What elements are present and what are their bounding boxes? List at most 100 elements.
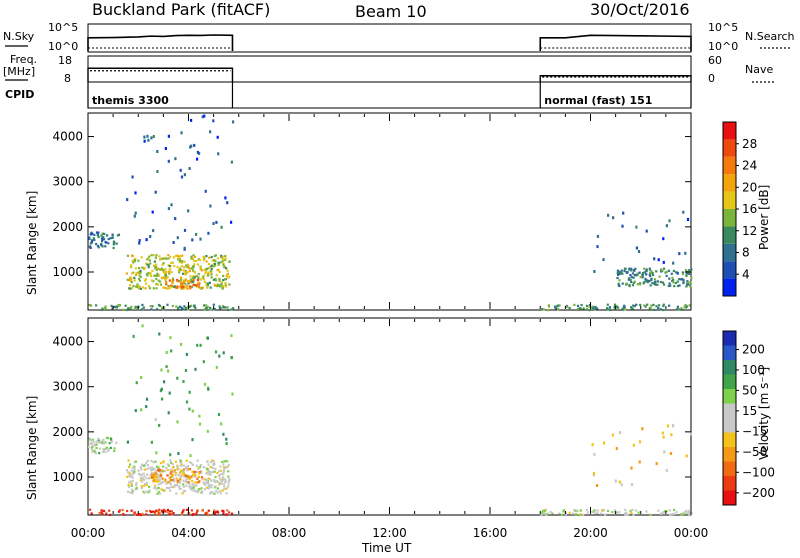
nsearch-label: N.Search <box>745 30 795 43</box>
power-cell <box>183 246 186 250</box>
velocity-cell <box>185 508 188 511</box>
velocity-cell <box>156 472 159 475</box>
power-cell <box>104 305 107 308</box>
power-cell <box>130 264 133 267</box>
power-cell <box>172 279 175 282</box>
velocity-cell <box>169 482 172 485</box>
velocity-cell <box>149 469 153 472</box>
power-cell <box>678 308 681 311</box>
power-axis-ticks: 1000 2000 3000 4000 <box>52 114 692 309</box>
power-cell <box>137 285 140 288</box>
power-cell <box>187 308 190 311</box>
power-cell <box>634 273 637 277</box>
velocity-cell <box>199 464 203 467</box>
velocity-cell <box>165 351 168 354</box>
velocity-cell <box>191 479 194 482</box>
power-cell <box>657 258 660 262</box>
velocity-cell <box>143 468 146 471</box>
velocity-cell <box>145 397 149 401</box>
velocity-cell <box>177 452 180 455</box>
power-ylabel: Slant Range [km] <box>25 191 39 295</box>
velocity-cell <box>217 474 220 477</box>
power-cell <box>632 276 635 279</box>
power-cell <box>648 267 651 271</box>
power-cell <box>168 287 171 290</box>
velocity-cell <box>108 509 111 512</box>
power-cell <box>187 280 190 283</box>
velocity-cell <box>157 513 160 516</box>
velocity-cell <box>200 491 203 494</box>
power-cell <box>138 271 141 274</box>
velocity-cell <box>157 466 160 469</box>
power-cell <box>200 287 203 290</box>
velocity-cell <box>173 469 176 472</box>
power-cell <box>186 305 189 309</box>
velocity-cell <box>220 478 223 481</box>
power-cell <box>676 308 679 311</box>
power-cell <box>152 287 155 290</box>
power-cell <box>150 136 153 140</box>
velocity-cell <box>558 512 561 515</box>
velocity-cell <box>214 350 218 354</box>
power-cell <box>649 306 652 309</box>
velocity-cell <box>157 486 160 490</box>
power-cell <box>155 263 158 266</box>
power-cell <box>686 283 689 286</box>
velocity-cell <box>207 514 210 517</box>
velocity-cell <box>592 510 595 513</box>
power-cell <box>180 307 184 310</box>
power-cell <box>168 255 172 258</box>
velocity-cell <box>207 387 210 391</box>
power-cell <box>184 283 187 286</box>
power-cell <box>622 211 625 215</box>
power-cell <box>216 257 219 260</box>
power-cell <box>227 276 230 279</box>
power-cell <box>645 268 648 272</box>
power-cell <box>220 282 223 285</box>
power-colorbar: 4 8 12 16 20 24 28 <box>722 121 757 297</box>
velocity-cell <box>128 472 131 475</box>
power-cell <box>183 260 186 263</box>
power-cell <box>112 240 115 243</box>
power-cell <box>635 303 638 306</box>
velocity-cell <box>205 478 208 481</box>
velocity-cell <box>221 509 224 512</box>
power-cell <box>212 222 215 225</box>
power-cell <box>101 238 104 241</box>
freq-line <box>87 67 234 82</box>
power-cell <box>203 257 206 260</box>
velocity-cell <box>130 509 133 512</box>
power-cell <box>646 281 649 284</box>
power-cell <box>205 283 208 286</box>
power-cell <box>664 271 667 274</box>
power-cell <box>186 287 189 290</box>
velocity-cell <box>140 473 143 477</box>
power-cell <box>134 257 137 260</box>
power-cell <box>206 284 209 287</box>
power-cell <box>662 303 665 306</box>
velocity-cell <box>146 467 149 470</box>
power-cell <box>208 256 211 259</box>
velocity-cell <box>141 463 144 466</box>
velocity-cell <box>172 512 175 515</box>
velocity-cell <box>682 511 685 514</box>
velocity-cell <box>181 511 184 514</box>
power-cell <box>670 272 673 275</box>
power-cell <box>195 284 198 287</box>
colorbar-band <box>723 490 736 505</box>
power-cell <box>183 266 186 269</box>
velocity-cell <box>162 481 165 484</box>
velocity-cell <box>134 409 137 413</box>
power-cell <box>180 278 183 281</box>
power-cell <box>197 283 200 286</box>
power-cell <box>631 284 635 287</box>
power-cell <box>134 267 137 270</box>
power-cell <box>180 265 183 268</box>
velocity-cell <box>182 510 185 513</box>
velocity-cell <box>182 464 185 467</box>
power-cell <box>162 276 165 279</box>
power-cell <box>213 263 217 266</box>
power-cell <box>193 276 196 279</box>
power-cell <box>196 150 199 154</box>
power-cell <box>216 135 219 139</box>
